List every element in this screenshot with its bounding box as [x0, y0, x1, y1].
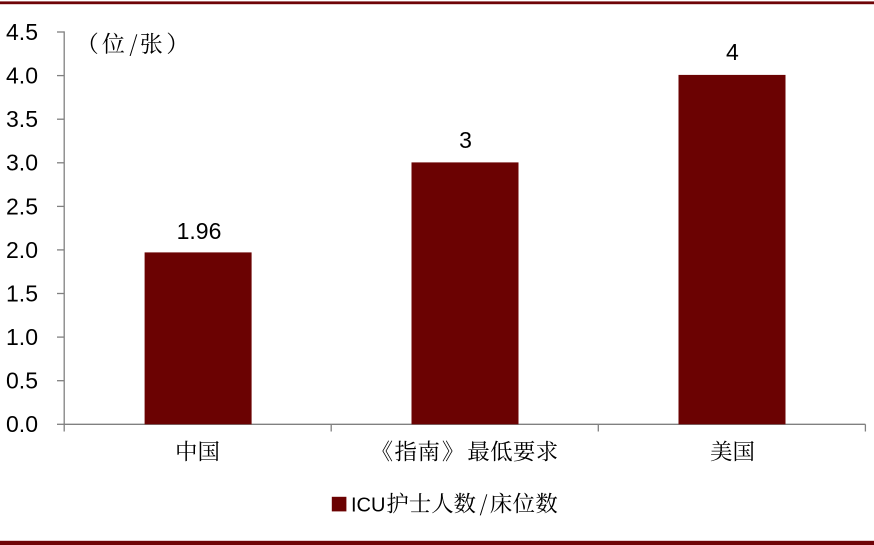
svg-text:ICU: ICU	[351, 495, 385, 517]
svg-text:3.5: 3.5	[6, 106, 38, 132]
svg-text:0.5: 0.5	[6, 368, 38, 394]
svg-text:0.0: 0.0	[6, 411, 38, 437]
svg-text:1.5: 1.5	[6, 280, 38, 306]
svg-text:4.0: 4.0	[6, 63, 38, 89]
svg-text:4.5: 4.5	[6, 19, 38, 45]
svg-text:1.0: 1.0	[6, 324, 38, 350]
svg-text:1.96: 1.96	[177, 218, 222, 244]
svg-text:3: 3	[459, 127, 472, 153]
svg-text:2.5: 2.5	[6, 193, 38, 219]
svg-text:3.0: 3.0	[6, 150, 38, 176]
svg-text:4: 4	[726, 39, 739, 65]
svg-text:2.0: 2.0	[6, 237, 38, 263]
